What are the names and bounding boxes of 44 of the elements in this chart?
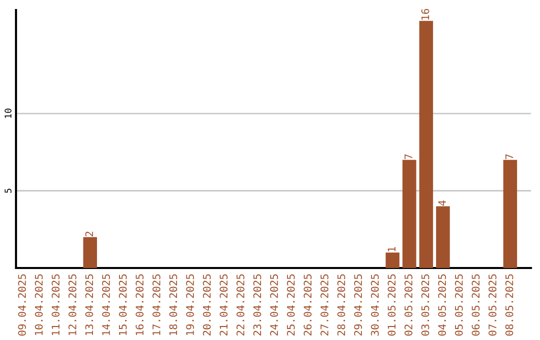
data-label: 7 bbox=[505, 154, 514, 160]
x-tick-label: 04.05.2025 bbox=[438, 274, 446, 336]
x-tick-label: 14.04.2025 bbox=[102, 274, 110, 336]
x-tick-label: 08.05.2025 bbox=[505, 274, 514, 336]
bar bbox=[503, 160, 518, 268]
x-tick-label: 11.04.2025 bbox=[52, 274, 60, 336]
x-tick-label: 05.05.2025 bbox=[454, 274, 463, 336]
x-tick-label: 10.04.2025 bbox=[34, 274, 43, 336]
x-tick-label: 13.04.2025 bbox=[85, 274, 94, 336]
x-tick-label: 09.04.2025 bbox=[18, 274, 26, 336]
x-tick-label: 01.05.2025 bbox=[388, 274, 396, 336]
x-tick-label: 12.04.2025 bbox=[68, 274, 76, 336]
bar bbox=[419, 20, 434, 268]
x-tick-label: 28.04.2025 bbox=[337, 274, 346, 336]
x-tick-label: 07.05.2025 bbox=[488, 274, 496, 336]
x-tick-label: 30.04.2025 bbox=[370, 274, 379, 336]
bar bbox=[386, 252, 400, 268]
x-tick-label: 22.04.2025 bbox=[236, 274, 244, 336]
x-tick-label: 15.04.2025 bbox=[118, 274, 127, 336]
data-label: 2 bbox=[85, 232, 93, 236]
x-tick-label: 06.05.2025 bbox=[472, 274, 480, 336]
x-tick-label: 20.04.2025 bbox=[202, 274, 211, 336]
x-tick-label: 25.04.2025 bbox=[286, 274, 295, 336]
bar bbox=[436, 206, 450, 268]
x-tick-label: 26.04.2025 bbox=[304, 274, 312, 336]
data-label: 16 bbox=[421, 8, 430, 20]
data-label: 7 bbox=[404, 154, 412, 160]
x-tick-label: 17.04.2025 bbox=[152, 274, 160, 336]
x-tick-label: 21.04.2025 bbox=[220, 274, 228, 336]
bar bbox=[83, 237, 97, 268]
x-tick-label: 18.04.2025 bbox=[169, 274, 178, 336]
x-tick-label: 23.04.2025 bbox=[253, 274, 262, 336]
x-tick-label: 03.05.2025 bbox=[421, 274, 430, 336]
x-tick-label: 27.04.2025 bbox=[320, 274, 328, 336]
x-tick-label: 16.04.2025 bbox=[136, 274, 144, 336]
data-label: 1 bbox=[388, 246, 396, 252]
data-label: 4 bbox=[438, 200, 446, 206]
y-tick-label: 10 bbox=[4, 108, 12, 118]
x-tick-label: 24.04.2025 bbox=[270, 274, 278, 336]
x-tick-label: 19.04.2025 bbox=[186, 274, 194, 336]
y-tick-label: 5 bbox=[4, 188, 12, 193]
x-tick-label: 02.05.2025 bbox=[404, 274, 412, 336]
x-tick-label: 29.04.2025 bbox=[354, 274, 362, 336]
bar bbox=[402, 160, 416, 268]
